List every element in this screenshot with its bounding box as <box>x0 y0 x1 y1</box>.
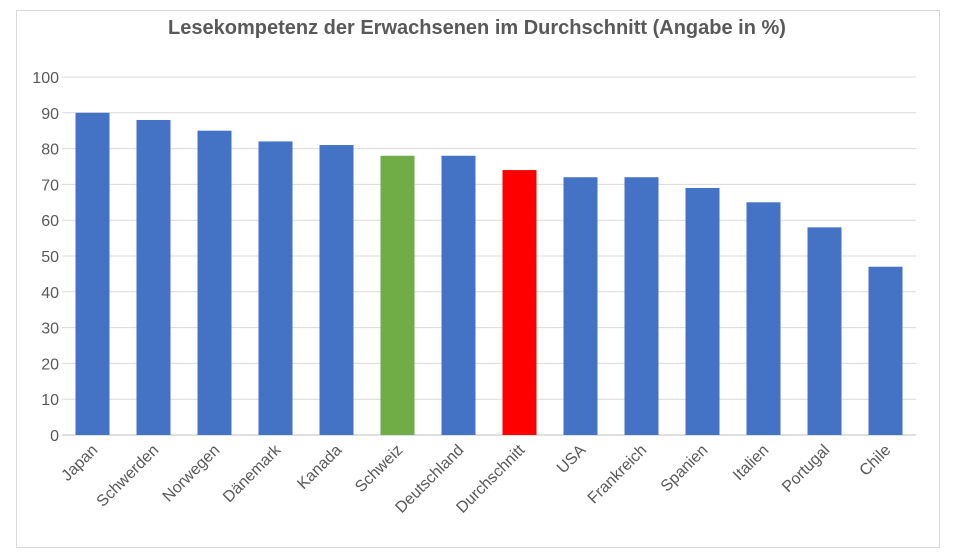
y-axis-ticks: 0 10 20 30 40 50 60 70 80 90 100 <box>32 70 59 445</box>
bar-japan <box>75 112 110 436</box>
x-tick-label: Norwegen <box>160 442 224 506</box>
x-tick-label: Chile <box>857 442 895 480</box>
bar-portugal <box>807 227 842 435</box>
bars <box>75 112 903 436</box>
gridlines <box>62 76 916 436</box>
y-tick-label: 30 <box>41 321 59 338</box>
bar-norwegen <box>197 130 232 435</box>
y-tick-label: 10 <box>41 392 59 409</box>
bar-kanada <box>319 145 354 435</box>
x-tick-label: Schwerden <box>94 442 163 511</box>
x-tick-label: Portugal <box>779 442 833 496</box>
x-tick-label: Schweiz <box>352 442 406 496</box>
x-tick-label: Frankreich <box>585 442 650 507</box>
y-tick-label: 60 <box>41 213 59 230</box>
x-tick-label: Kanada <box>294 442 345 493</box>
x-tick-label: USA <box>554 442 590 478</box>
x-tick-label: Spanien <box>658 442 712 496</box>
bar-schweiz <box>380 155 415 435</box>
x-tick-label: Italien <box>730 442 772 484</box>
x-tick-label: Japan <box>58 442 101 485</box>
bar-durchschnitt <box>502 170 537 435</box>
y-tick-label: 70 <box>41 177 59 194</box>
bar-frankreich <box>624 177 659 436</box>
y-tick-label: 20 <box>41 356 59 373</box>
bar-dänemark <box>258 141 293 435</box>
bar-chile <box>868 266 903 435</box>
chart-title: Lesekompetenz der Erwachsenen im Durchsc… <box>168 17 786 39</box>
y-tick-label: 40 <box>41 285 59 302</box>
x-tick-label: Dänemark <box>220 441 285 506</box>
y-tick-label: 90 <box>41 106 59 123</box>
y-tick-label: 50 <box>41 249 59 266</box>
bar-usa <box>563 177 598 436</box>
bar-deutschland <box>441 155 476 435</box>
bar-spanien <box>685 187 720 435</box>
y-tick-label: 100 <box>32 70 59 87</box>
bar-schwerden <box>136 119 171 436</box>
y-tick-label: 0 <box>50 428 59 445</box>
bar-italien <box>746 202 781 435</box>
y-tick-label: 80 <box>41 142 59 159</box>
